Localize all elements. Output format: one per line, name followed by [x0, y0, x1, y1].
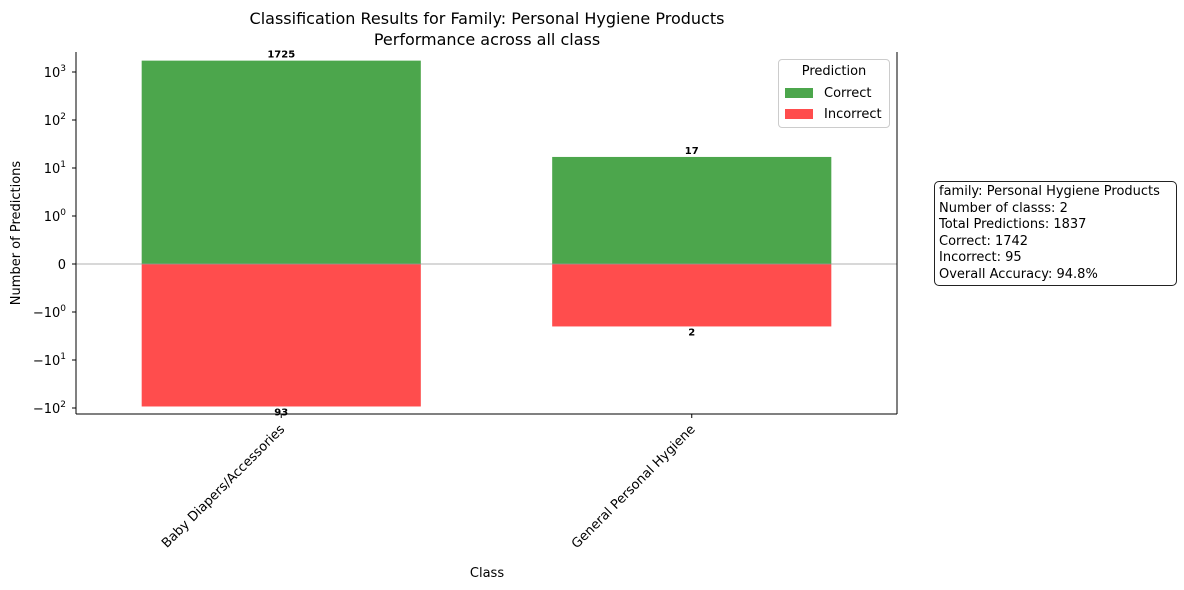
x-tick-label: General Personal Hygiene [569, 422, 699, 552]
bars-group [141, 60, 832, 407]
info-line-incorrect: Incorrect: 95 [939, 250, 1022, 265]
x-ticks-group: Baby Diapers/Accessories General Personal… [159, 414, 699, 552]
chart-subtitle: Performance across all class [374, 30, 600, 49]
legend-title: Prediction [801, 64, 867, 79]
info-line-total: Total Predictions: 1837 [939, 217, 1087, 232]
legend-label-incorrect: Incorrect [824, 106, 882, 122]
y-tick-label: −100 [33, 304, 66, 321]
y-axis-label: Number of Predictions [9, 161, 24, 306]
legend-label-correct: Correct [824, 85, 872, 101]
y-tick-label: 0 [58, 258, 66, 273]
y-tick-label: 101 [44, 160, 66, 177]
data-label-incorrect: 93 [274, 407, 288, 418]
data-label-correct: 1725 [267, 50, 295, 61]
y-tick-label: 100 [44, 208, 67, 225]
legend-item-correct: Correct [785, 85, 871, 101]
x-axis-label: Class [470, 566, 504, 581]
chart-title: Classification Results for Family: Perso… [250, 9, 725, 28]
bar-incorrect [141, 264, 421, 407]
y-tick-label: −102 [33, 400, 66, 417]
y-tick-label: −101 [33, 352, 66, 369]
bar-correct [141, 60, 421, 264]
legend: Prediction Correct Incorrect [778, 59, 890, 128]
y-tick-label: 102 [44, 112, 66, 129]
info-line-correct: Correct: 1742 [939, 233, 1029, 249]
summary-info-box: family: Personal Hygiene Products Number… [934, 181, 1177, 286]
legend-item-incorrect: Incorrect [785, 106, 882, 122]
data-label-incorrect: 2 [688, 327, 695, 338]
y-tick-label: 103 [44, 64, 66, 81]
data-labels-group: 1725 93 17 2 [267, 50, 698, 419]
bar-correct [552, 156, 832, 264]
legend-swatch-incorrect [785, 109, 813, 119]
axes-group [75, 52, 898, 415]
info-line-accuracy: Overall Accuracy: 94.8% [939, 266, 1098, 282]
data-label-correct: 17 [685, 146, 699, 157]
x-tick-label: Baby Diapers/Accessories [159, 422, 288, 551]
y-ticks-group: 103 102 101 100 0 −100 −101 −102 [33, 64, 76, 417]
info-line-family: family: Personal Hygiene Products [939, 184, 1160, 199]
bar-incorrect [552, 264, 832, 327]
legend-swatch-correct [785, 88, 813, 98]
info-line-class-count: Number of classs: 2 [939, 200, 1068, 216]
